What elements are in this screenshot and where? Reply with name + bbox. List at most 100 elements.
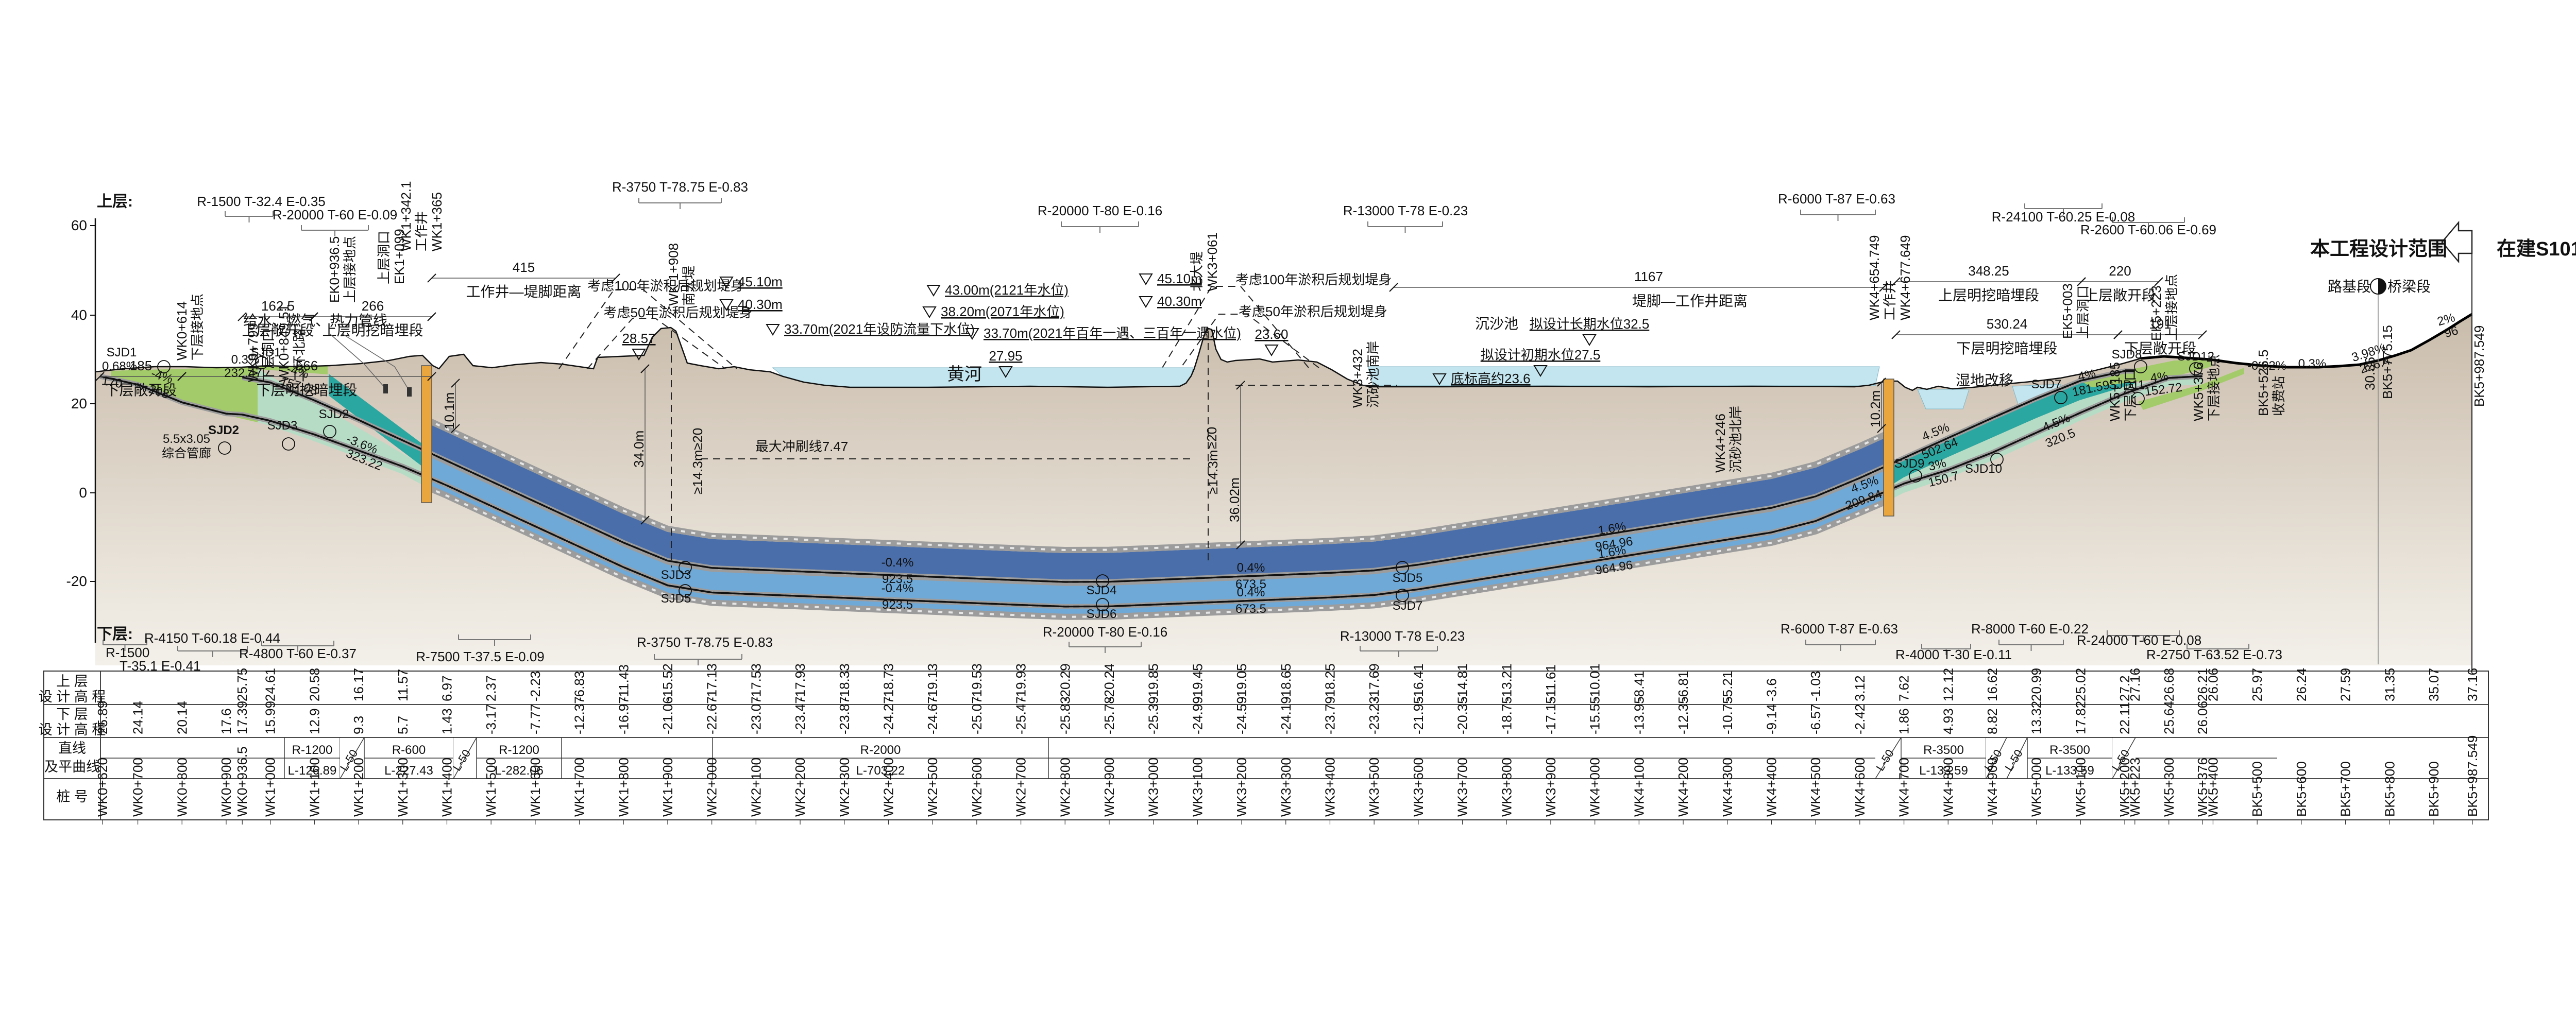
- drawing-label: 考虑100年淤积后规划堤身: [1235, 272, 1392, 287]
- drawing-label: 0.3%: [231, 353, 260, 367]
- dim-segment-name: 上层敞开段: [242, 322, 314, 338]
- level-triangle-icon: [998, 366, 1013, 378]
- stake-number: WK4+700: [1896, 758, 1912, 817]
- upper-elevation-value: 2.37: [483, 675, 499, 701]
- upper-box-right: [1889, 371, 2134, 487]
- drawing-label: SJD4: [1087, 583, 1117, 597]
- lower-elevation-value: 22.11: [2117, 702, 2132, 734]
- table-header: 直线: [58, 741, 86, 756]
- axis-label: 60: [71, 217, 87, 233]
- water-level-mark: 底标高约23.6: [1432, 371, 1531, 386]
- tube-top-joints: [426, 418, 1889, 552]
- drawing-label: R-13000 T-78 E-0.23: [1343, 203, 1468, 218]
- planned-dike-100yr-south: [558, 289, 737, 369]
- dim-segment-name: 下层明挖暗埋段: [1956, 340, 2057, 356]
- level-triangle-icon: [719, 277, 734, 288]
- upper-elevation-value: -17.53: [748, 663, 764, 701]
- dim-tick: [451, 424, 460, 433]
- station-flag-text: BK5+526.5: [2256, 350, 2271, 416]
- upper-elevation-value: -10.01: [1587, 663, 1603, 701]
- drawing-label: R-4000 T-30 E-0.11: [1895, 647, 2012, 662]
- level-triangle-icon: [926, 285, 941, 297]
- water-level-mark: 45.10m: [1139, 271, 1202, 286]
- curve-radius: R-1200: [292, 743, 333, 757]
- dim-segment-name: 上层敞开段: [2084, 287, 2156, 303]
- axis-label: 0: [79, 485, 87, 501]
- station-flag-text: 上层接地点: [2164, 274, 2179, 341]
- stake-number: WK2+200: [792, 758, 808, 817]
- lower-elevation-value: 25.64: [2161, 701, 2177, 734]
- dim-tick: [2077, 277, 2086, 286]
- dim-tick: [1389, 283, 1398, 292]
- stake-number: WK2+900: [1101, 758, 1117, 817]
- station-flag-text: 下层接地点: [2206, 354, 2222, 421]
- lower-elevation-value: 4.93: [1940, 708, 1956, 734]
- utility-pipe-icon: [383, 384, 388, 393]
- lower-elevation-value: -15.55: [1587, 696, 1603, 734]
- upper-elevation-value: -20.29: [1057, 663, 1073, 701]
- river-water: [772, 367, 1194, 388]
- station-flag-text: WK3+432: [1350, 349, 1365, 408]
- lower-elevation-value: -25.78: [1101, 696, 1117, 734]
- lower-elevation-value: 17.82: [2073, 701, 2088, 734]
- stake-number: WK3+300: [1278, 758, 1294, 817]
- stake-number: WK0+620: [95, 758, 110, 817]
- drawing-label: R-20000 T-80 E-0.16: [1043, 624, 1167, 640]
- annotation-bracket: [1998, 640, 2064, 651]
- stake-number: WK4+800: [1940, 758, 1956, 817]
- drawing-label: R-7500 T-37.5 E-0.09: [416, 649, 545, 664]
- stake-number: BK5+987.549: [2465, 735, 2480, 817]
- upper-elevation-value: 6.97: [439, 675, 454, 701]
- design-point-circle: [1096, 598, 1109, 611]
- stake-number: WK1+600: [528, 758, 543, 817]
- station-flag: 34.0m: [631, 431, 647, 468]
- upper-elevation-value: -19.13: [925, 663, 940, 701]
- elevation-text: 拟设计初期水位27.5: [1481, 347, 1601, 363]
- elevation-mark: 拟设计初期水位27.5: [1481, 347, 1601, 377]
- stake-number: WK3+600: [1411, 758, 1426, 817]
- dim-tick: [95, 372, 105, 381]
- design-point-circle: [1396, 561, 1409, 574]
- drawing-label: R-4150 T-60.18 E-0.44: [144, 630, 280, 646]
- drawing-label: SJD12: [2177, 350, 2214, 364]
- dim-tick: [451, 379, 460, 388]
- dim-segment-name: 上层明挖暗埋段: [322, 322, 423, 338]
- level-text: 38.20m(2071年水位): [941, 304, 1064, 319]
- drawing-label: 0.3%: [2298, 357, 2327, 371]
- lower-elevation-value: -3.17: [483, 704, 499, 734]
- water-level-mark: 40.30m: [1139, 294, 1202, 309]
- upper-elevation-value: -6.83: [572, 671, 587, 701]
- station-flag-text: 收费站: [2271, 376, 2286, 416]
- station-flag-text: 下层洞口: [2123, 368, 2138, 421]
- dim-tick: [2154, 277, 2163, 286]
- adjacent-project-title: 在建S101: [2497, 238, 2576, 260]
- dim-segment-name: 下层明挖暗埋段: [256, 382, 357, 398]
- annotation-bracket: [1800, 210, 1876, 221]
- elevation-mark: 23.60: [1255, 327, 1289, 356]
- station-flag-text: 工作井: [1882, 280, 1897, 320]
- station-flag-text: ≥20: [1204, 427, 1219, 449]
- annotation-bracket: [2187, 644, 2249, 655]
- lower-gradeline: [99, 375, 2202, 608]
- curve-radius: R-2000: [860, 743, 901, 757]
- interdeck-right: [1889, 376, 2202, 501]
- curve-length: L-126.89: [288, 764, 337, 778]
- lower-elevation-value: -23.79: [1322, 696, 1337, 734]
- lower-elevation-value: -9.14: [1764, 704, 1779, 734]
- station-flag: BK5+526.5 收费站: [2256, 350, 2286, 416]
- lower-elevation-value: 25.89: [95, 701, 110, 734]
- settling-basin-water: [1367, 366, 1880, 386]
- drawing-label: R-2600 T-60.06 E-0.69: [2080, 222, 2216, 237]
- upper-elevation-value: -19.05: [1234, 663, 1249, 701]
- lower-elevation-value: -23.47: [792, 696, 808, 734]
- curve-radius: R-3500: [2049, 743, 2090, 757]
- drawing-label: 考虑100年淤积后规划堤身: [587, 278, 743, 294]
- station-flag-text: WK3+061: [1205, 232, 1220, 291]
- spiral-diagonal: [1875, 737, 1902, 779]
- utility-pipe-icon: [407, 387, 412, 397]
- upper-elevation-value: -11.61: [1543, 664, 1558, 701]
- station-flag-text: 上层洞口: [376, 231, 392, 284]
- elevation-text: 拟设计长期水位32.5: [1530, 316, 1650, 332]
- table-header: 设 计 高 程: [39, 722, 106, 737]
- lower-elevation-value: 24.14: [130, 701, 146, 734]
